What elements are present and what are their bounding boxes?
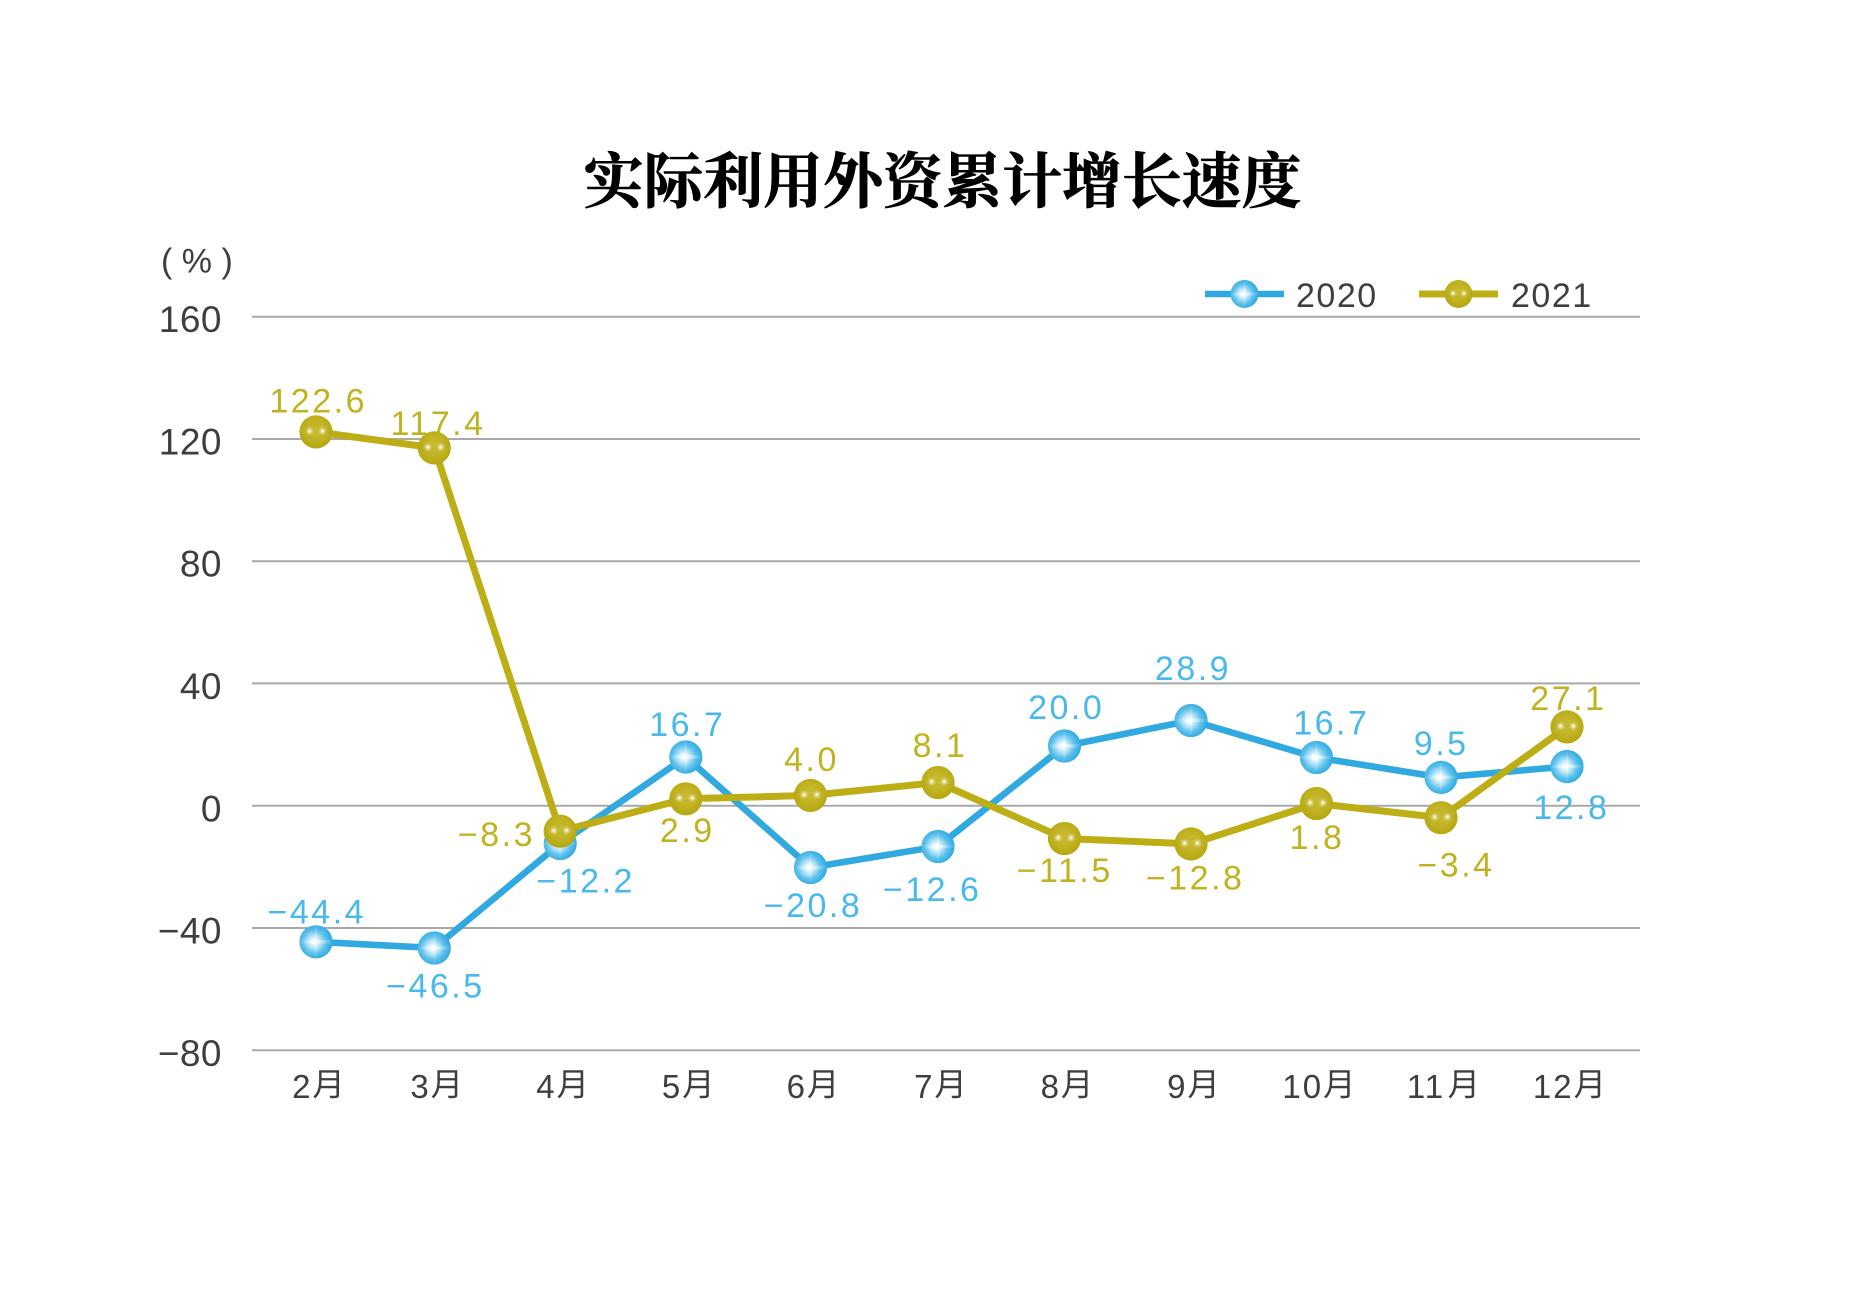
svg-text:122.6: 122.6	[269, 383, 367, 421]
svg-text:8.1: 8.1	[913, 727, 968, 765]
svg-text:3: 3	[410, 1068, 430, 1105]
svg-text:16.7: 16.7	[1293, 705, 1369, 743]
svg-text:8: 8	[1041, 1068, 1061, 1105]
svg-text:2: 2	[292, 1068, 312, 1105]
svg-text:4: 4	[536, 1068, 556, 1105]
svg-text:0: 0	[201, 788, 222, 829]
svg-text:9.5: 9.5	[1414, 725, 1469, 763]
svg-text:117.4: 117.4	[390, 405, 485, 443]
svg-text:2020: 2020	[1296, 277, 1378, 315]
svg-text:−3.4: −3.4	[1417, 846, 1494, 884]
svg-text:40: 40	[180, 666, 222, 707]
svg-text:16.7: 16.7	[649, 706, 725, 744]
svg-text:20.0: 20.0	[1028, 689, 1104, 727]
svg-text:12.8: 12.8	[1533, 789, 1609, 827]
svg-text:9: 9	[1167, 1068, 1187, 1105]
svg-text:80: 80	[180, 544, 222, 585]
svg-text:11: 11	[1407, 1068, 1445, 1105]
svg-text:( % ): ( % )	[161, 242, 233, 280]
svg-text:−11.5: −11.5	[1017, 852, 1113, 890]
svg-text:1.8: 1.8	[1290, 819, 1345, 857]
svg-text:160: 160	[159, 299, 222, 340]
svg-text:−44.4: −44.4	[268, 894, 367, 932]
svg-text:−46.5: −46.5	[386, 967, 485, 1005]
svg-text:12: 12	[1533, 1068, 1574, 1105]
svg-text:−12.2: −12.2	[536, 863, 635, 901]
svg-text:−12.8: −12.8	[1146, 859, 1245, 897]
svg-text:4.0: 4.0	[784, 741, 839, 779]
svg-text:120: 120	[159, 422, 222, 463]
svg-text:10: 10	[1282, 1068, 1323, 1105]
svg-text:−8.3: −8.3	[458, 816, 535, 854]
svg-text:−80: −80	[158, 1033, 222, 1074]
svg-text:27.1: 27.1	[1530, 680, 1606, 718]
svg-text:5: 5	[662, 1068, 682, 1105]
svg-text:−40: −40	[158, 911, 222, 952]
svg-text:28.9: 28.9	[1155, 650, 1231, 688]
svg-text:2.9: 2.9	[660, 812, 715, 850]
svg-text:6: 6	[787, 1068, 807, 1105]
svg-text:−20.8: −20.8	[764, 887, 863, 925]
svg-text:2021: 2021	[1511, 277, 1593, 315]
svg-text:−12.6: −12.6	[883, 871, 982, 909]
svg-text:7: 7	[914, 1068, 934, 1105]
